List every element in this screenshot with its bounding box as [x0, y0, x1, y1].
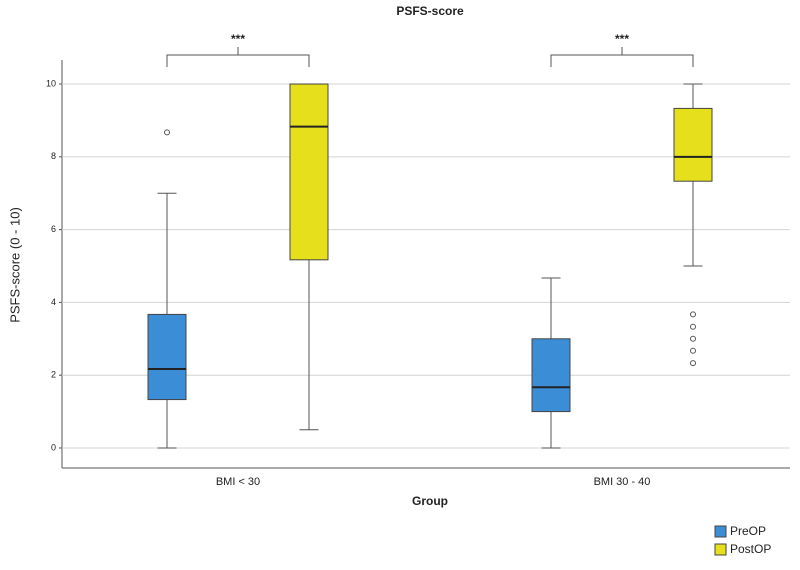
- legend-swatch: [714, 543, 727, 556]
- legend-swatch: [714, 525, 727, 538]
- chart-title: PSFS-score: [396, 4, 464, 18]
- outlier: [690, 347, 696, 354]
- box: [531, 338, 571, 413]
- box: [147, 313, 187, 401]
- y-tick-label: 2: [51, 370, 56, 380]
- y-tick-label: 10: [46, 78, 56, 88]
- legend-label: PreOP: [730, 524, 766, 538]
- y-axis-label: PSFS-score (0 - 10): [7, 207, 22, 323]
- outlier: [690, 360, 696, 367]
- x-tick-label: BMI 30 - 40: [594, 476, 651, 488]
- box: [289, 83, 329, 261]
- x-axis-label: Group: [412, 494, 448, 508]
- significance-bracket: [166, 47, 310, 67]
- outlier: [690, 335, 696, 342]
- outlier: [690, 311, 696, 318]
- y-tick-label: 0: [51, 442, 56, 452]
- outlier: [164, 129, 170, 136]
- y-tick-label: 6: [51, 224, 56, 234]
- annotation: ***: [615, 32, 629, 46]
- legend-label: PostOP: [730, 542, 771, 556]
- x-tick-label: BMI < 30: [216, 476, 260, 488]
- outlier: [690, 323, 696, 330]
- y-tick-label: 4: [51, 297, 56, 307]
- annotation: ***: [231, 32, 245, 46]
- y-tick-label: 8: [51, 151, 56, 161]
- box: [673, 107, 713, 182]
- significance-bracket: [550, 47, 694, 67]
